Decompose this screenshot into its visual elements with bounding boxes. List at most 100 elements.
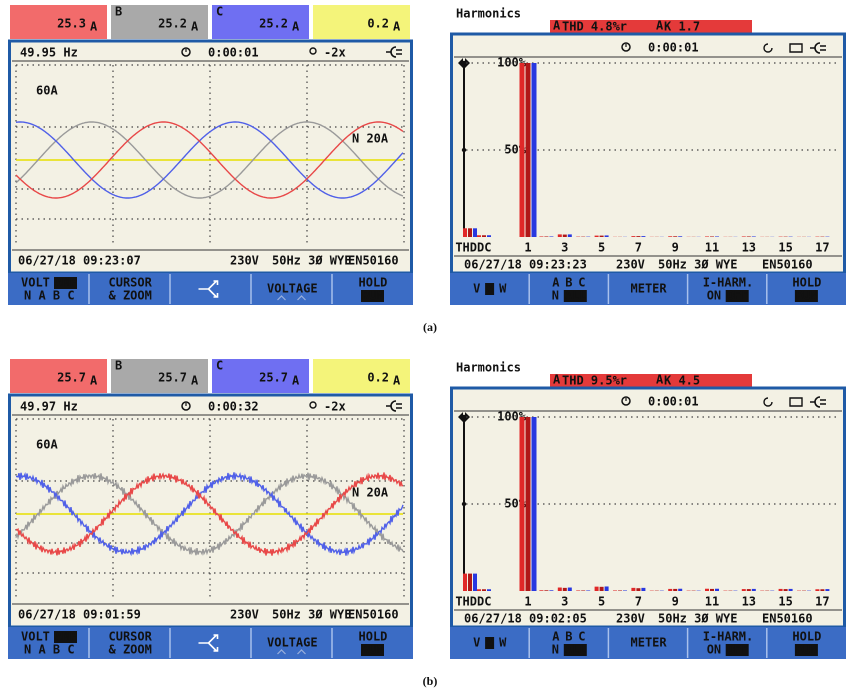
phase-tag: A [656, 373, 664, 387]
harmonic-bar [586, 590, 590, 591]
harmonic-bar [532, 63, 537, 237]
phase-tag: A [553, 19, 561, 33]
harmonic-bar [468, 228, 472, 237]
harmonic-bar [482, 235, 486, 237]
harmonic-bar [678, 236, 682, 237]
k-factor: K 1.7 [664, 20, 700, 34]
screen-title: Harmonics [456, 361, 521, 375]
harmonic-bar [636, 236, 640, 237]
reading-value: 25.2 [259, 17, 288, 31]
x-tick-label: 11 [705, 241, 719, 255]
softkey-label: VOLTAGE [267, 282, 318, 296]
harmonic-bar [673, 236, 677, 237]
k-factor: K 4.5 [664, 374, 700, 388]
harmonic-bar [747, 236, 751, 237]
softkey-label: W [499, 636, 507, 650]
x-tick-label: 5 [598, 595, 605, 609]
x-tick-label: 15 [778, 241, 792, 255]
x-tick-label: 7 [635, 595, 642, 609]
softkey-label: METER [631, 636, 668, 650]
harmonic-bar [544, 590, 548, 591]
softkey-label: HOLD [359, 630, 388, 644]
x-tick-label: DC [477, 595, 491, 609]
softkey-label: RUN [796, 289, 818, 303]
harmonic-bar [568, 234, 572, 237]
harmonic-bar [747, 589, 751, 591]
status-footer: EN50160 [762, 612, 813, 626]
harmonic-bar [520, 417, 525, 591]
softkey-label: HOLD [792, 276, 821, 290]
harmonic-bar [715, 589, 719, 591]
softkey-label: RUN [362, 643, 384, 657]
softkey-label: N A B C [24, 643, 75, 657]
tick-dot [462, 502, 466, 506]
softkey-label: C [578, 630, 585, 644]
tick-dot [462, 148, 466, 152]
softkey-label: AMP [55, 276, 77, 290]
x-tick-label: 9 [672, 241, 679, 255]
zoom: -2x [324, 400, 346, 414]
softkey-label: W [499, 282, 507, 296]
status-footer: 230V [616, 612, 645, 626]
harmonic-bar [468, 574, 472, 591]
harmonic-bar [520, 63, 525, 237]
timer: 0:00:01 [208, 46, 259, 60]
x-tick-label: 1 [524, 595, 531, 609]
harmonic-bar [487, 589, 491, 591]
softkey-label: AMP [55, 630, 77, 644]
harmonic-bar [539, 236, 543, 237]
softkey-label: N [552, 289, 559, 303]
softkey-label: ALL [565, 289, 587, 303]
x-tick-label: 3 [561, 241, 568, 255]
status-footer: 06/27/18 09:23:07 [18, 254, 141, 268]
softkey-label: N A B C [24, 289, 75, 303]
harmonic-bar [668, 236, 672, 237]
phase-label: C [216, 5, 223, 19]
softkey-label: A [486, 282, 494, 296]
harmonic-bar [789, 589, 793, 591]
status-footer: 50Hz 3Ø WYE [272, 254, 351, 268]
thd: THD 9.5%r [562, 374, 627, 388]
softkey-label: & ZOOM [109, 289, 152, 303]
harmonics-screen: HarmonicsATHD 9.5%rAK 4.50:00:0150%100%T… [450, 357, 846, 659]
softkey-label: N [552, 643, 559, 657]
softkey-label: VOLT [21, 630, 50, 644]
harmonic-bar [473, 228, 477, 237]
timer: 0:00:32 [208, 400, 259, 414]
softkey-label: CURSOR [109, 630, 153, 644]
neutral-label: N 20A [352, 132, 389, 146]
softkey-label: A [486, 636, 494, 650]
softkey-label: ON [707, 289, 721, 303]
harmonic-bar [595, 587, 599, 591]
harmonic-bar [581, 590, 585, 591]
phase-label: B [115, 5, 122, 19]
harmonic-bar [600, 587, 604, 591]
x-tick-label: 13 [742, 241, 756, 255]
screen-title: Harmonics [456, 7, 521, 21]
zoom: -2x [324, 46, 346, 60]
status-footer: 50Hz 3Ø WYE [272, 608, 351, 622]
harmonic-bar [487, 235, 491, 237]
harmonic-bar [631, 588, 635, 591]
thd: THD 4.8%r [562, 20, 627, 34]
reading-value: 0.2 [367, 17, 389, 31]
x-tick-label: THD [455, 595, 477, 609]
harmonic-bar [673, 589, 677, 591]
harmonic-bar [742, 236, 746, 237]
reading-value: 0.2 [367, 371, 389, 385]
x-tick-label: THD [455, 241, 477, 255]
harmonics-screen: HarmonicsATHD 4.8%rAK 1.70:00:0150%100%T… [450, 3, 846, 305]
harmonic-bar [820, 589, 824, 591]
harmonic-bar [641, 588, 645, 591]
harmonic-bar [549, 590, 553, 591]
x-tick-label: 17 [815, 595, 829, 609]
x-tick-label: 13 [742, 595, 756, 609]
harmonic-bar [563, 235, 567, 237]
screen [10, 41, 412, 273]
harmonic-bar [623, 590, 627, 591]
harmonic-bar [605, 586, 609, 591]
phase-tag: A [553, 373, 561, 387]
harmonic-bar [563, 588, 567, 591]
softkey-label: VOLTAGE [267, 636, 318, 650]
reading-unit: A [90, 374, 98, 388]
